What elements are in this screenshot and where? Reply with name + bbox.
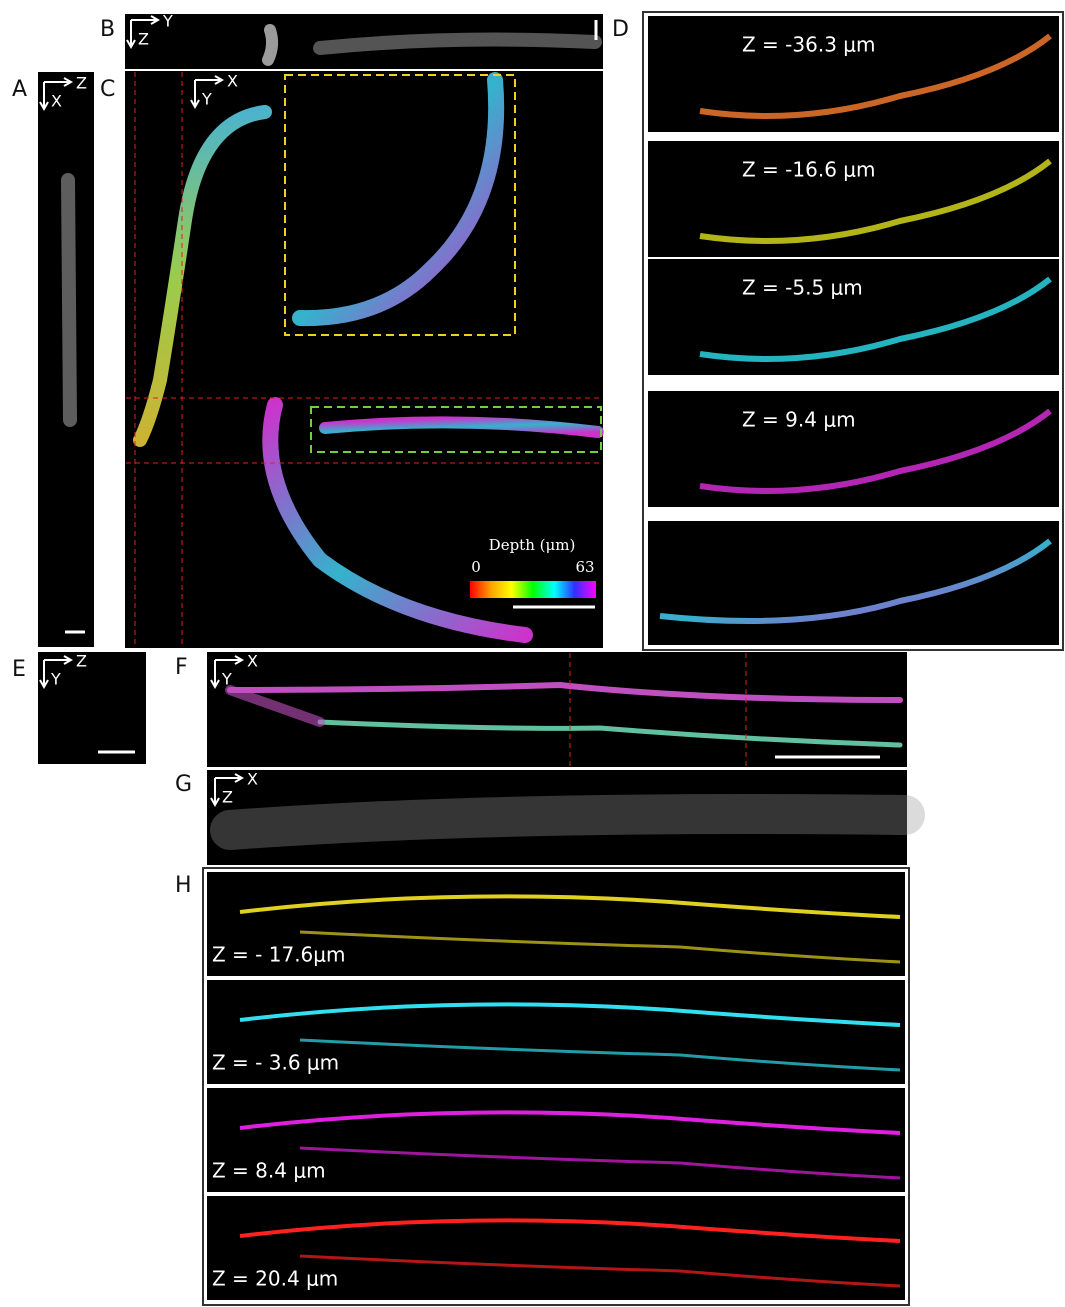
axis-arrow	[210, 655, 245, 690]
panel-letter: H	[175, 873, 192, 898]
slice-image	[207, 1088, 905, 1192]
slice-label: Z = -16.6 μm	[742, 158, 876, 182]
worm-image	[61, 24, 925, 850]
panel-g	[207, 770, 907, 865]
axis-arrow	[39, 655, 74, 690]
colorbar-title: Depth (μm)	[489, 536, 576, 554]
slice-label: Z = 9.4 μm	[742, 408, 856, 432]
slice-image	[648, 521, 1059, 645]
panel-letter: D	[612, 17, 629, 42]
panel-b	[125, 14, 603, 69]
axis-arrow	[39, 77, 74, 112]
axis-label: Y	[221, 670, 232, 689]
axis-label: X	[51, 92, 62, 111]
panel-letter: A	[12, 77, 27, 102]
slice-worm	[659, 538, 1052, 624]
axis-label: X	[247, 770, 258, 789]
slice-label: Z = 8.4 μm	[212, 1159, 326, 1183]
panel-e	[38, 652, 146, 764]
axis-label: Y	[201, 90, 212, 109]
panel-h-slices: Z = - 17.6μm Z = - 3.6 μm Z = 8.4 μm Z = 20…	[207, 872, 905, 1300]
slice-worm	[239, 1218, 901, 1243]
slice-worm	[699, 276, 1052, 362]
panel-letter: G	[175, 772, 192, 797]
panel-letter: C	[100, 77, 115, 102]
slice-label: Z = - 17.6μm	[212, 943, 346, 967]
slice-label: Z = -5.5 μm	[742, 276, 863, 300]
panel-letter: E	[12, 657, 26, 682]
axis-arrow	[210, 773, 245, 808]
slice-label: Z = - 3.6 μm	[212, 1051, 339, 1075]
panel-d-slices: Z = -36.3 μm Z = -16.6 μm Z = -5.5 μm Z = 9…	[648, 16, 1059, 645]
axis-label: Z	[222, 788, 233, 807]
slice-worm	[239, 1110, 901, 1135]
colorbar-min: 0	[471, 558, 481, 576]
axis-label: Y	[50, 670, 61, 689]
slice-label: Z = 20.4 μm	[212, 1267, 338, 1291]
slice-worm	[239, 1002, 901, 1027]
axis-arrow	[126, 15, 161, 50]
slice-worm	[699, 408, 1052, 494]
slice-worm	[699, 33, 1052, 119]
axis-label: Y	[162, 12, 173, 31]
slice-worm	[299, 1254, 901, 1288]
axis-arrow	[190, 75, 225, 110]
slice-image	[207, 980, 905, 1084]
panel-f	[207, 652, 907, 767]
axis-label: Z	[138, 30, 149, 49]
slice-worm	[239, 894, 901, 919]
slice-image	[207, 1196, 905, 1300]
slice-worm	[699, 158, 1052, 244]
slice-worm	[299, 1038, 901, 1072]
scale-bars	[65, 20, 880, 759]
slice-worm	[299, 930, 901, 964]
slice-worm	[299, 1146, 901, 1180]
colorbar-max: 63	[575, 558, 594, 576]
axis-label: X	[227, 72, 238, 91]
axis-label: X	[247, 652, 258, 671]
slice-image	[207, 872, 905, 976]
axis-label: Z	[76, 652, 87, 671]
panel-letter: F	[175, 655, 188, 680]
annotation-lines	[126, 72, 747, 766]
colorbar	[470, 581, 596, 598]
panel-letter: B	[100, 17, 115, 42]
axis-label: Z	[76, 74, 87, 93]
slice-label: Z = -36.3 μm	[742, 33, 876, 57]
